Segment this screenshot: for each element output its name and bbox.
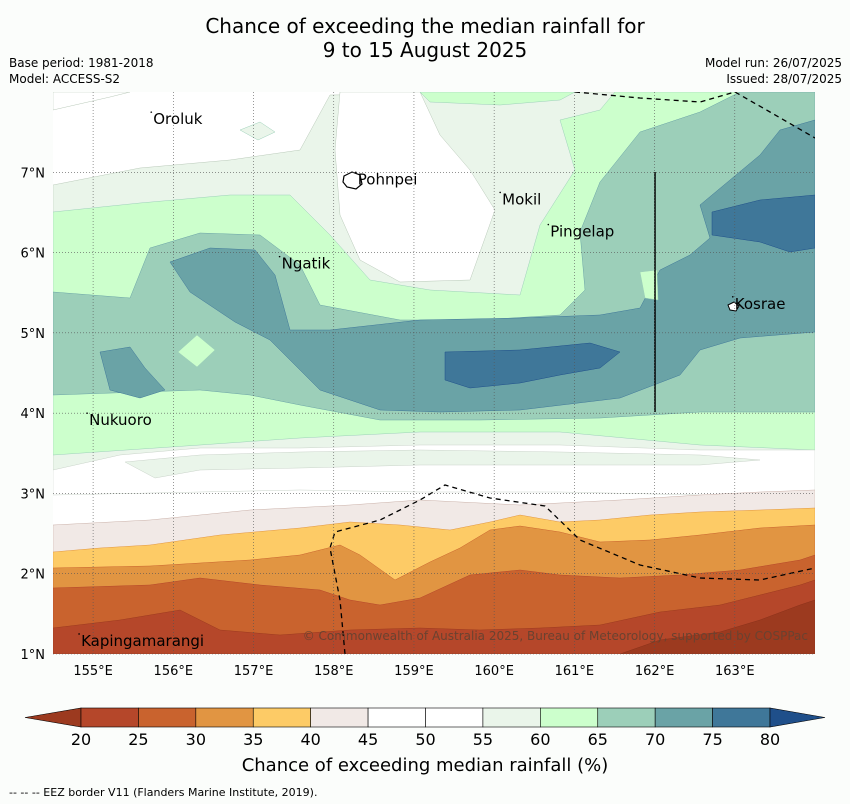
place-label: Kosrae	[735, 295, 786, 313]
patch-green-2	[639, 269, 659, 301]
place-marker	[150, 111, 153, 113]
eez-border-south	[329, 484, 815, 654]
issued-date: Issued: 28/07/2025	[726, 72, 842, 86]
place-label: Ngatik	[282, 255, 331, 273]
band-below-20	[619, 599, 815, 654]
colorbar-tick: 60	[530, 730, 550, 749]
colorbar-segment	[712, 707, 771, 728]
band-70-75	[169, 119, 815, 413]
lon-label: 157°E	[234, 664, 274, 679]
colorbar-tick: 25	[128, 730, 148, 749]
colorbar-tick: 75	[702, 730, 722, 749]
colorbar-segment	[252, 707, 311, 728]
colorbar-segment	[597, 707, 656, 728]
map-title: Chance of exceeding the median rainfall …	[0, 14, 850, 62]
lat-label: 7°N	[21, 166, 46, 181]
place-label: Pingelap	[550, 223, 614, 241]
colorbar-tick: 80	[760, 730, 780, 749]
lat-label: 6°N	[21, 247, 46, 262]
copyright-text: © Commonwealth of Australia 2025, Bureau…	[303, 629, 808, 643]
band-20-25	[53, 579, 815, 654]
eez-border-north	[574, 92, 815, 139]
lon-label: 160°E	[474, 664, 514, 679]
band-75-80-center	[444, 342, 621, 389]
band-60-65-north	[419, 92, 576, 106]
lon-label: 156°E	[154, 664, 194, 679]
place-labels: Oroluk Pohnpei Mokil Pingelap Ngatik Kosrae Nu…	[78, 110, 785, 650]
colorbar-tick: 65	[588, 730, 608, 749]
lon-label: 159°E	[394, 664, 434, 679]
colorbar-tick: 30	[186, 730, 206, 749]
band-55-60-strip	[124, 449, 761, 479]
model-run: Model run: 26/07/2025	[704, 56, 842, 70]
colorbar-segment	[138, 707, 197, 728]
patch-green-1	[177, 334, 216, 368]
lat-label: 3°N	[21, 487, 46, 502]
colorbar-tick: 45	[358, 730, 378, 749]
place-label: Nukuoro	[89, 411, 152, 429]
colorbar-tick: 55	[473, 730, 493, 749]
graticule	[53, 92, 815, 655]
place-marker	[355, 171, 357, 174]
colorbar-tick: 50	[415, 730, 435, 749]
colorbar-segment	[367, 707, 426, 728]
lat-label: 4°N	[21, 407, 46, 422]
colorbar-tick: 35	[243, 730, 263, 749]
place-marker	[86, 412, 88, 414]
place-marker	[547, 223, 550, 226]
place-label: Kapingamarangi	[81, 632, 204, 650]
colorbar-tick: 20	[71, 730, 91, 749]
meta-right: Model run: 26/07/2025 Issued: 28/07/2025	[705, 55, 842, 87]
colorbar-segment	[540, 707, 599, 728]
meta-left: Base period: 1981-2018 Model: ACCESS-S2	[9, 55, 154, 87]
footer-legend: -- -- -- EEZ border V11 (Flanders Marine…	[9, 786, 318, 799]
place-marker	[499, 191, 501, 194]
colorbar-segment	[425, 707, 484, 728]
title-line-2: 9 to 15 August 2025	[322, 38, 528, 62]
colorbar-tick: 70	[645, 730, 665, 749]
place-marker	[731, 295, 734, 298]
colorbar-segment	[80, 707, 139, 728]
colorbar-tick: 40	[300, 730, 320, 749]
title-line-1: Chance of exceeding the median rainfall …	[205, 14, 645, 38]
contour-fills	[53, 92, 815, 654]
longitude-labels: 155°E 156°E 157°E 158°E 159°E 160°E 161°E 162°E…	[73, 664, 754, 679]
lat-label: 2°N	[21, 568, 46, 583]
kosrae-island-shape	[727, 301, 740, 312]
colorbar-segment	[654, 707, 713, 728]
colorbar-label: Chance of exceeding median rainfall (%)	[241, 755, 609, 776]
band-75-80-east	[711, 194, 815, 253]
white-area-north	[53, 92, 131, 111]
white-area-pohnpei	[334, 92, 496, 283]
place-label: Pohnpei	[358, 170, 418, 188]
lat-label: 1°N	[21, 648, 46, 663]
patch-green-3	[239, 121, 276, 141]
lat-label: 5°N	[21, 327, 46, 342]
band-70-75-west	[99, 346, 166, 399]
lon-label: 163°E	[715, 664, 755, 679]
lon-label: 155°E	[73, 664, 113, 679]
colorbar-segment	[482, 707, 541, 728]
colorbar-segment	[195, 707, 254, 728]
place-marker	[278, 255, 281, 258]
place-label: Oroluk	[153, 110, 202, 128]
lon-label: 162°E	[635, 664, 675, 679]
place-marker	[78, 633, 80, 635]
colorbar-extend-low	[24, 707, 82, 728]
colorbar-extend-high	[769, 707, 826, 728]
lon-label: 158°E	[314, 664, 354, 679]
eez-borders	[329, 92, 815, 654]
model-name: Model: ACCESS-S2	[9, 72, 121, 86]
lon-label: 161°E	[555, 664, 595, 679]
place-label: Mokil	[502, 190, 541, 208]
latitude-labels: 1°N 2°N 3°N 4°N 5°N 6°N 7°N	[21, 166, 46, 663]
colorbar: 20 25 30 35 40 45 50 55 60 65 70 75 80	[24, 707, 826, 749]
base-period: Base period: 1981-2018	[9, 56, 154, 70]
colorbar-segment	[310, 707, 369, 728]
